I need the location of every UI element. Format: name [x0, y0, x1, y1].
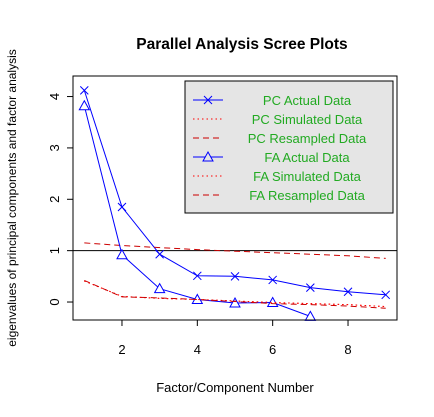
plot-frame	[72, 75, 398, 321]
data-point-x-marker	[305, 283, 315, 292]
data-point-x-marker	[117, 202, 127, 212]
legend: PC Actual Data PC Simulated Data PC Resamp…	[184, 80, 394, 214]
y-tick-label: 2	[47, 196, 62, 203]
series-line-3	[84, 242, 386, 259]
legend-label-4: FA Actual Data	[264, 150, 350, 165]
data-point-x-marker	[381, 290, 391, 300]
x-tick-label: 2	[118, 342, 125, 357]
legend-box	[184, 80, 394, 214]
legend-label-1: PC Actual Data	[263, 93, 352, 108]
y-tick-label: 1	[47, 247, 62, 254]
y-tick-label: 0	[47, 298, 62, 305]
chart-title: Parallel Analysis Scree Plots	[136, 36, 347, 53]
x-axis-label: Factor/Component Number	[156, 380, 314, 395]
data-point-triangle-marker	[78, 99, 91, 111]
y-tick-label: 3	[47, 144, 62, 151]
data-point-triangle-marker	[229, 297, 241, 308]
data-point-x-marker	[343, 287, 353, 297]
x-tick-label: 6	[269, 342, 276, 357]
legend-label-3: PC Resampled Data	[248, 131, 367, 146]
data-point-x-marker	[230, 271, 240, 281]
y-tick-label: 4	[47, 93, 62, 100]
legend-x-marker	[203, 95, 213, 105]
data-point-x-marker	[192, 271, 202, 281]
x-tick-label: 4	[194, 342, 201, 357]
legend-triangle-marker	[202, 150, 214, 162]
legend-label-5: FA Simulated Data	[253, 169, 361, 184]
series-line-6	[84, 279, 386, 309]
data-point-triangle-marker	[116, 248, 128, 260]
legend-label-6: FA Resampled Data	[249, 188, 365, 203]
x-tick-label: 8	[344, 342, 351, 357]
legend-label-2: PC Simulated Data	[252, 112, 363, 127]
y-axis-label: eigenvalues of principal components and …	[5, 49, 19, 347]
data-point-x-marker	[155, 249, 165, 259]
data-point-x-marker	[79, 86, 89, 95]
data-point-triangle-marker	[153, 282, 166, 294]
data-point-x-marker	[268, 275, 278, 285]
